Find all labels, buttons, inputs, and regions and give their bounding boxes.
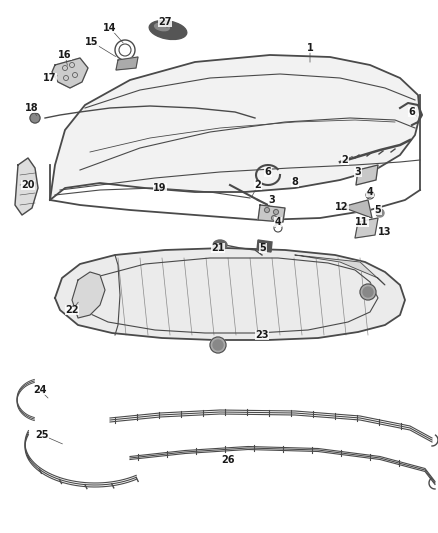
Text: 15: 15 (85, 37, 99, 47)
Text: 8: 8 (292, 177, 298, 187)
Circle shape (360, 284, 376, 300)
Text: 4: 4 (275, 217, 281, 227)
Polygon shape (342, 200, 372, 218)
Polygon shape (355, 218, 378, 238)
Circle shape (363, 287, 373, 297)
Text: 26: 26 (221, 455, 235, 465)
Text: 5: 5 (374, 205, 381, 215)
Polygon shape (52, 58, 88, 88)
Text: 24: 24 (33, 385, 47, 395)
Polygon shape (116, 57, 138, 70)
Polygon shape (356, 165, 378, 185)
Text: 2: 2 (342, 155, 348, 165)
Polygon shape (121, 60, 129, 66)
Circle shape (272, 215, 276, 221)
Polygon shape (295, 255, 385, 285)
Polygon shape (15, 158, 38, 215)
Text: 1: 1 (307, 43, 313, 53)
Text: 20: 20 (21, 180, 35, 190)
Text: 3: 3 (355, 167, 361, 177)
Circle shape (368, 193, 372, 197)
Circle shape (213, 340, 223, 350)
Text: 6: 6 (265, 167, 272, 177)
Text: 16: 16 (58, 50, 72, 60)
Text: 13: 13 (378, 227, 392, 237)
Circle shape (30, 113, 40, 123)
Text: 6: 6 (409, 107, 415, 117)
Circle shape (210, 337, 226, 353)
Text: 14: 14 (103, 23, 117, 33)
Ellipse shape (155, 23, 170, 31)
Text: 3: 3 (268, 195, 276, 205)
Text: 25: 25 (35, 430, 49, 440)
Text: 18: 18 (25, 103, 39, 113)
Text: 27: 27 (158, 17, 172, 27)
Text: 17: 17 (43, 73, 57, 83)
Text: 11: 11 (355, 217, 369, 227)
Polygon shape (50, 55, 420, 200)
Circle shape (265, 207, 269, 213)
Text: 19: 19 (153, 183, 167, 193)
Circle shape (376, 209, 384, 217)
Ellipse shape (213, 240, 227, 250)
Text: 21: 21 (211, 243, 225, 253)
Text: 2: 2 (254, 180, 261, 190)
Ellipse shape (149, 21, 187, 39)
Text: 5: 5 (260, 243, 266, 253)
Text: 23: 23 (255, 330, 269, 340)
Polygon shape (258, 205, 285, 222)
Text: 4: 4 (367, 187, 373, 197)
Text: 22: 22 (65, 305, 79, 315)
Polygon shape (72, 272, 105, 318)
Polygon shape (55, 248, 405, 340)
Polygon shape (257, 240, 272, 252)
Text: 12: 12 (335, 202, 349, 212)
Circle shape (273, 209, 279, 214)
